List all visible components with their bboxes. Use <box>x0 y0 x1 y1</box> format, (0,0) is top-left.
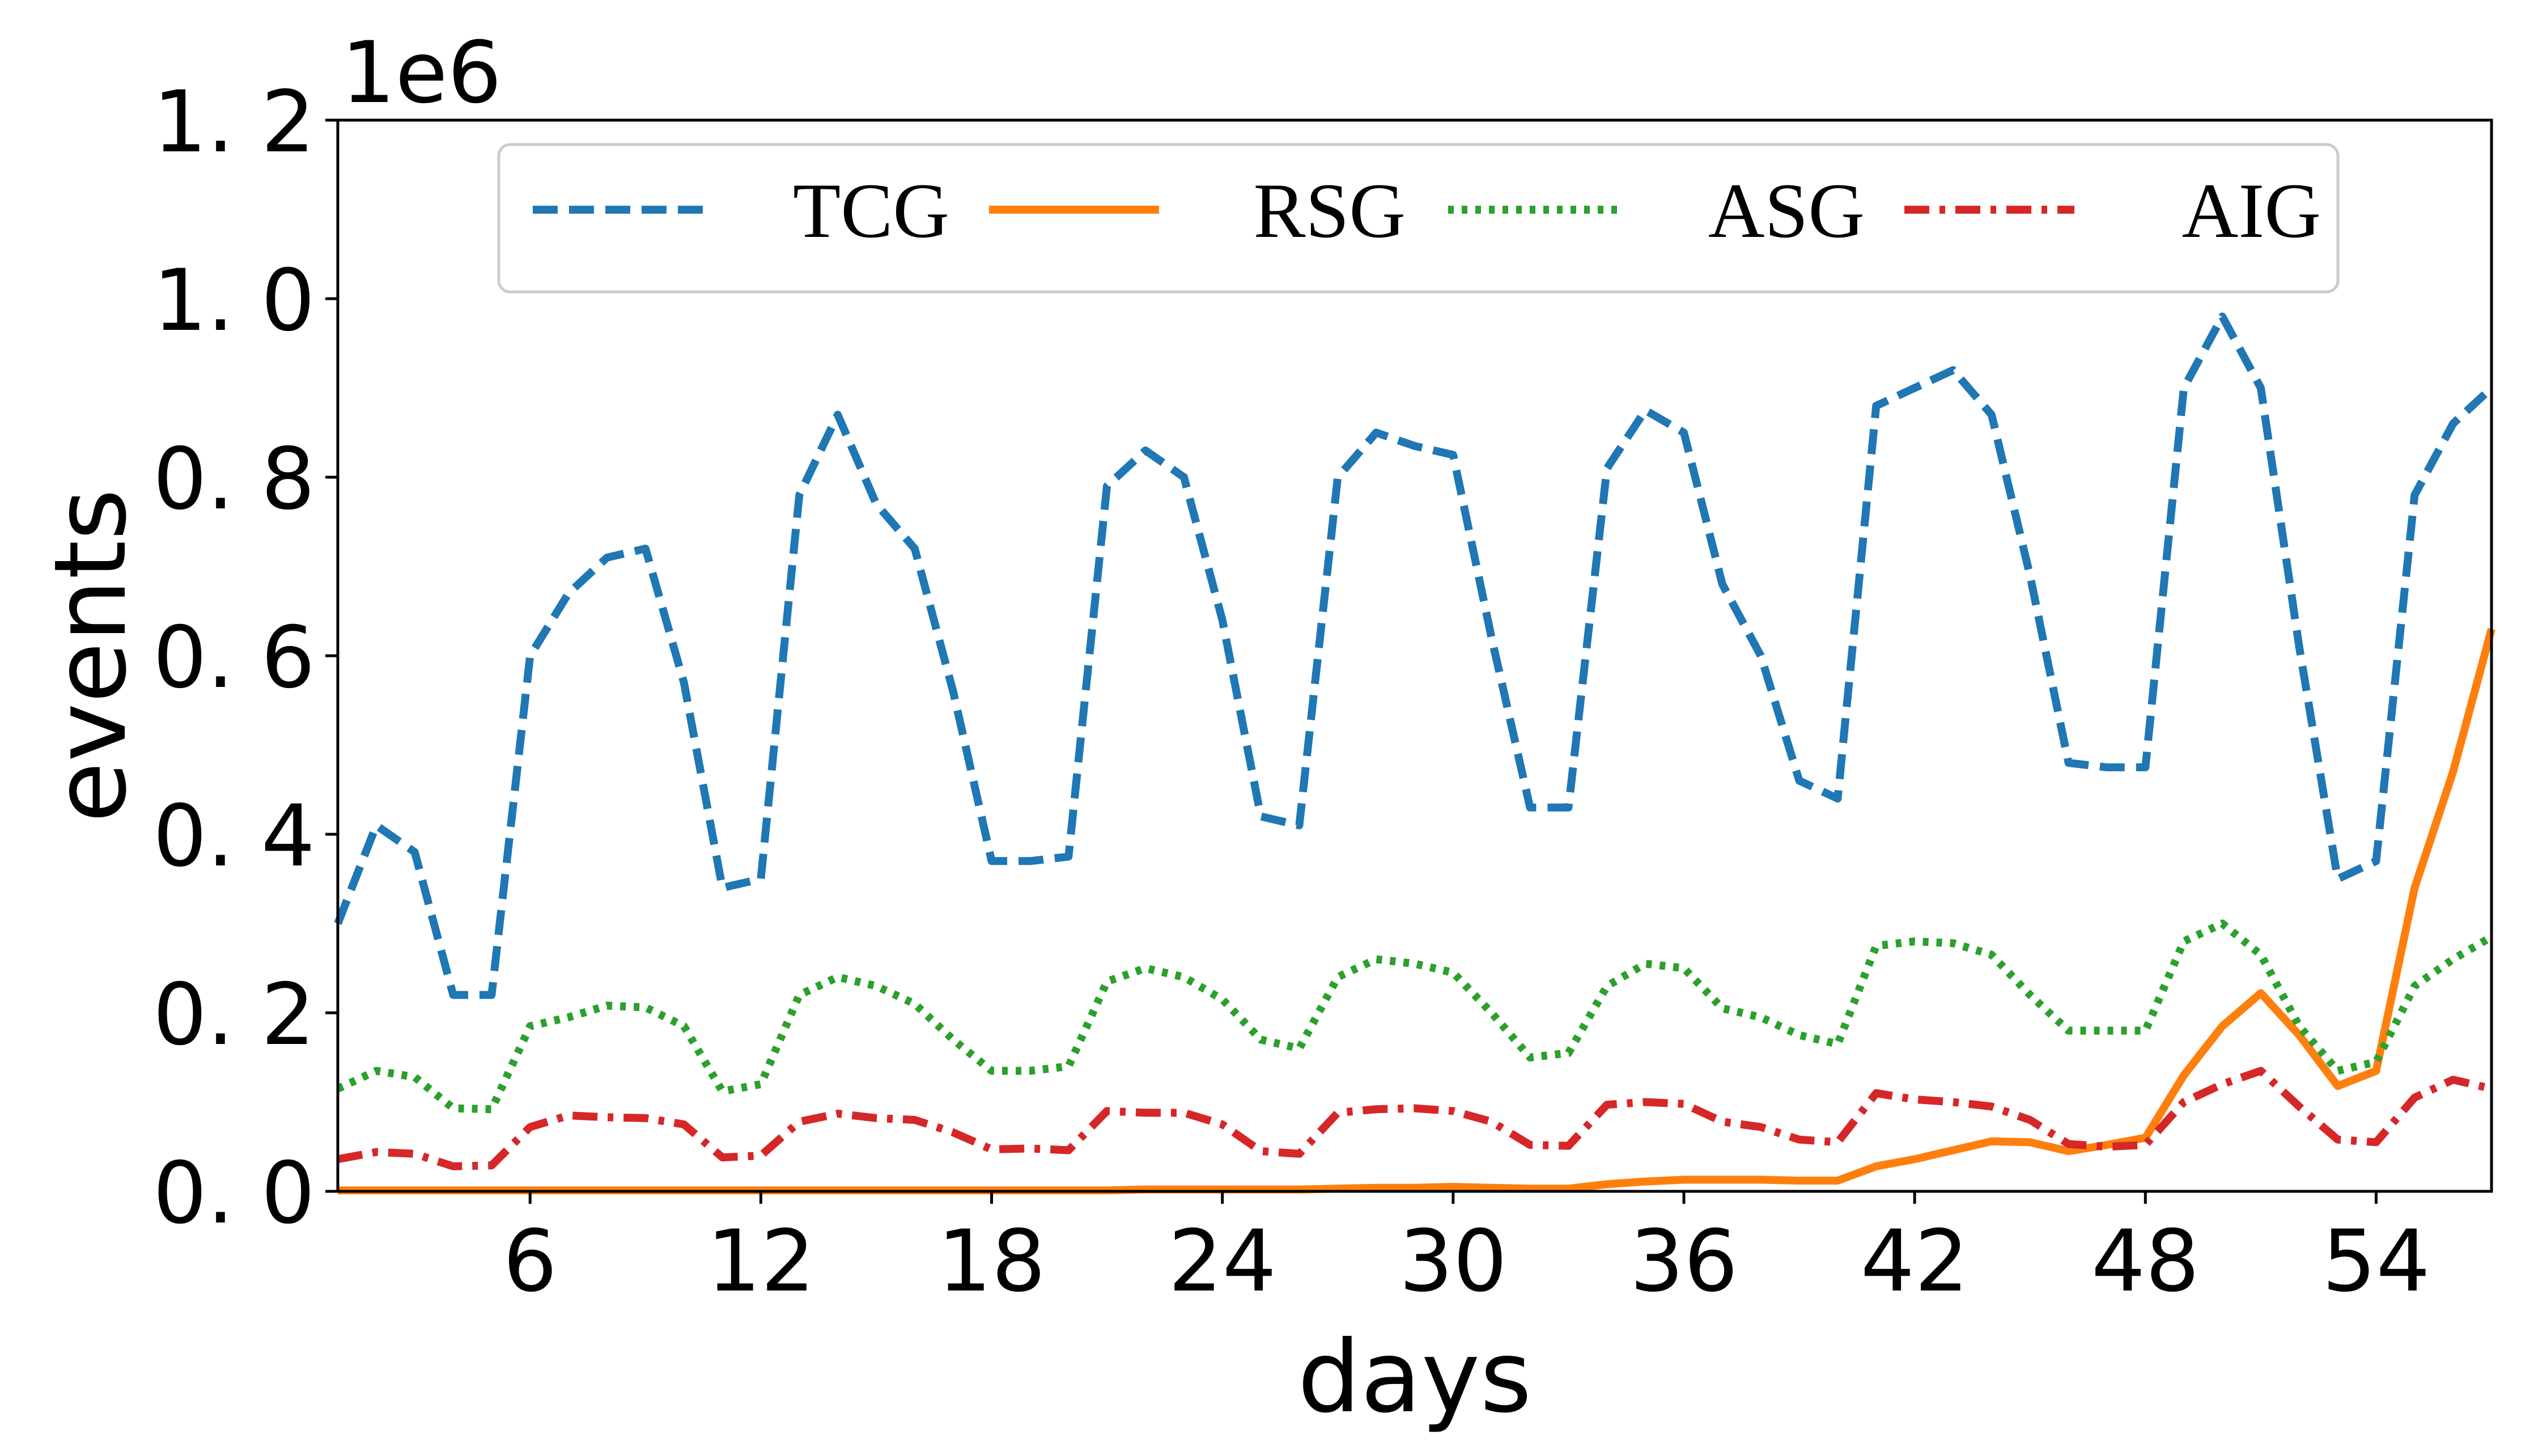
series-line-asg <box>336 919 2494 1114</box>
x-tick-label: 42 <box>1861 1212 1969 1311</box>
y-tick-label: 0. 4 <box>153 787 315 886</box>
x-axis-ticks: 6 12 18 24 30 36 42 48 54 <box>503 1191 2430 1311</box>
legend-label-asg: ASG <box>1708 167 1865 254</box>
y-tick-label: 1. 0 <box>153 252 315 350</box>
x-tick-label: 12 <box>707 1212 815 1311</box>
y-tick-label: 0. 6 <box>153 609 315 707</box>
legend-label-rsg: RSG <box>1254 167 1406 254</box>
legend: TCG RSG ASG AIG <box>497 143 2340 294</box>
legend-box <box>497 143 2340 294</box>
series-line-tcg <box>334 312 2494 999</box>
y-tick-label: 0. 0 <box>153 1144 315 1243</box>
y-tick-label: 0. 8 <box>153 430 315 529</box>
x-tick-label: 54 <box>2322 1212 2430 1311</box>
y-axis-label: events <box>33 489 148 823</box>
y-multiplier-label: 1e6 <box>341 24 502 122</box>
x-tick-label: 6 <box>503 1212 557 1311</box>
x-tick-label: 30 <box>1399 1212 1507 1311</box>
x-tick-label: 48 <box>2091 1212 2200 1311</box>
y-axis-ticks: 0. 0 0. 2 0. 4 0. 6 0. 8 1. 0 1. 2 <box>153 73 338 1243</box>
x-axis-label: days <box>1297 1320 1531 1435</box>
legend-label-aig: AIG <box>2182 167 2321 254</box>
x-tick-label: 24 <box>1168 1212 1276 1311</box>
y-tick-label: 0. 2 <box>153 966 315 1064</box>
x-tick-label: 36 <box>1630 1212 1738 1311</box>
y-tick-label: 1. 2 <box>153 73 315 172</box>
legend-label-tcg: TCG <box>793 167 949 254</box>
x-tick-label: 18 <box>937 1212 1046 1311</box>
plot-lines <box>334 312 2495 1195</box>
series-line-aig <box>337 1067 2493 1170</box>
